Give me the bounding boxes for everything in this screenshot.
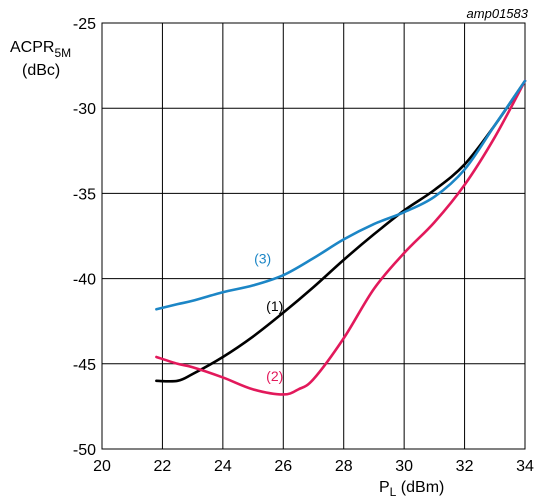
y-axis-unit: (dBc) bbox=[22, 62, 60, 79]
y-tick-label: -30 bbox=[73, 101, 96, 118]
series-labels: (1) (2) (3) bbox=[254, 250, 283, 384]
x-tick-label: 30 bbox=[395, 458, 413, 475]
y-axis-label-sub: 5M bbox=[54, 46, 71, 60]
x-axis-label-unit: (dBm) bbox=[396, 479, 444, 496]
figure-id: amp01583 bbox=[467, 6, 529, 21]
x-tick-label: 34 bbox=[516, 458, 534, 475]
series-line-1 bbox=[155, 79, 527, 383]
series-line-3 bbox=[155, 79, 527, 311]
series-line-2 bbox=[155, 79, 527, 396]
y-tick-label: -35 bbox=[73, 186, 96, 203]
x-tick-label: 24 bbox=[214, 458, 232, 475]
x-tick-labels: 20 22 24 26 28 30 32 34 bbox=[93, 458, 534, 475]
x-axis-label-sub: L bbox=[390, 485, 397, 498]
y-tick-label: -25 bbox=[73, 16, 96, 33]
y-axis-label: ACPR5M bbox=[10, 39, 71, 60]
x-axis-label: PL (dBm) bbox=[379, 479, 444, 498]
x-tick-label: 32 bbox=[456, 458, 474, 475]
x-tick-label: 26 bbox=[274, 458, 292, 475]
x-tick-label: 28 bbox=[335, 458, 353, 475]
y-axis-label-main: ACPR bbox=[10, 39, 54, 56]
y-tick-label: -45 bbox=[73, 357, 96, 374]
series-label-1: (1) bbox=[266, 298, 283, 314]
y-tick-labels: -25 -30 -35 -40 -45 -50 bbox=[73, 16, 96, 459]
y-tick-label: -50 bbox=[73, 442, 96, 459]
grid-lines bbox=[102, 23, 525, 449]
x-tick-label: 20 bbox=[93, 458, 111, 475]
x-axis-label-main: P bbox=[379, 479, 390, 496]
x-tick-label: 22 bbox=[154, 458, 172, 475]
y-tick-label: -40 bbox=[73, 272, 96, 289]
series-lines bbox=[155, 79, 527, 396]
plot-frame bbox=[101, 22, 526, 450]
series-label-3: (3) bbox=[254, 250, 271, 266]
series-label-2: (2) bbox=[266, 368, 283, 384]
